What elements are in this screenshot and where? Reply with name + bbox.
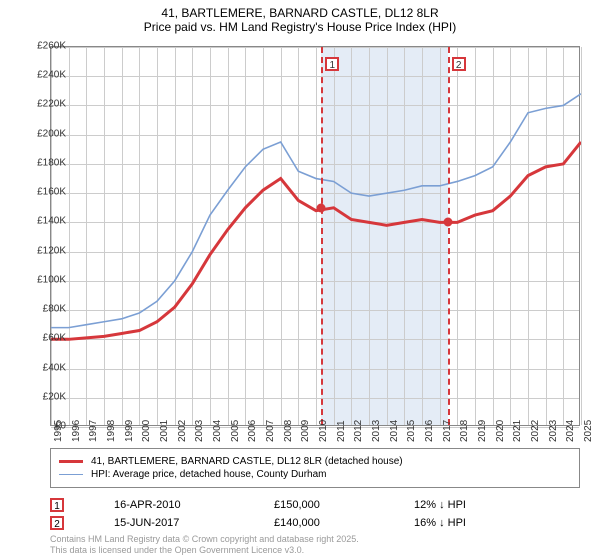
gridline-v [581, 47, 582, 425]
series-line [51, 142, 581, 339]
sale-delta: 12% ↓ HPI [414, 499, 466, 511]
sale-price: £140,000 [274, 517, 364, 529]
legend-swatch-property [59, 460, 83, 463]
xtick-label: 2022 [530, 420, 541, 442]
sales-block: 1 16-APR-2010 £150,000 12% ↓ HPI 2 15-JUN-201… [50, 494, 466, 534]
sale-price: £150,000 [274, 499, 364, 511]
chart-container: 41, BARTLEMERE, BARNARD CASTLE, DL12 8LR… [0, 0, 600, 560]
ytick-label: £220K [37, 99, 66, 110]
footer-line1: Contains HM Land Registry data © Crown c… [50, 534, 359, 545]
xtick-label: 2018 [459, 420, 470, 442]
xtick-label: 1996 [71, 420, 82, 442]
xtick-label: 1999 [124, 420, 135, 442]
ytick-label: £40K [43, 362, 66, 373]
ytick-label: £60K [43, 333, 66, 344]
xtick-label: 2010 [318, 420, 329, 442]
sale-marker-line [448, 47, 450, 425]
xtick-label: 2024 [565, 420, 576, 442]
xtick-label: 2017 [442, 420, 453, 442]
ytick-label: £120K [37, 245, 66, 256]
xtick-label: 2012 [353, 420, 364, 442]
xtick-label: 2005 [230, 420, 241, 442]
xtick-label: 2000 [141, 420, 152, 442]
xtick-label: 1998 [106, 420, 117, 442]
sale-index-box: 1 [50, 498, 64, 512]
xtick-label: 2019 [477, 420, 488, 442]
xtick-label: 2007 [265, 420, 276, 442]
sale-marker-box: 1 [325, 57, 339, 71]
xtick-label: 2001 [159, 420, 170, 442]
xtick-label: 2023 [548, 420, 559, 442]
sale-delta: 16% ↓ HPI [414, 517, 466, 529]
legend-label-property: 41, BARTLEMERE, BARNARD CASTLE, DL12 8LR… [91, 456, 403, 467]
ytick-label: £160K [37, 187, 66, 198]
sale-row: 2 15-JUN-2017 £140,000 16% ↓ HPI [50, 516, 466, 530]
xtick-label: 2020 [495, 420, 506, 442]
xtick-label: 2015 [406, 420, 417, 442]
xtick-label: 2009 [300, 420, 311, 442]
xtick-label: 2004 [212, 420, 223, 442]
sale-marker-dot [443, 218, 452, 227]
ytick-label: £200K [37, 128, 66, 139]
legend: 41, BARTLEMERE, BARNARD CASTLE, DL12 8LR… [50, 448, 580, 488]
ytick-label: £240K [37, 70, 66, 81]
xtick-label: 2013 [371, 420, 382, 442]
sale-marker-dot [317, 203, 326, 212]
ytick-label: £100K [37, 274, 66, 285]
xtick-label: 1995 [53, 420, 64, 442]
ytick-label: £80K [43, 304, 66, 315]
series-svg [51, 47, 581, 427]
sale-marker-box: 2 [452, 57, 466, 71]
legend-label-hpi: HPI: Average price, detached house, Coun… [91, 469, 327, 480]
sale-marker-line [321, 47, 323, 425]
chart-title: 41, BARTLEMERE, BARNARD CASTLE, DL12 8LR [0, 0, 600, 20]
sale-row: 1 16-APR-2010 £150,000 12% ↓ HPI [50, 498, 466, 512]
xtick-label: 2011 [336, 420, 347, 442]
sale-index-box: 2 [50, 516, 64, 530]
plot-area: 12 [50, 46, 580, 426]
xtick-label: 2025 [583, 420, 594, 442]
ytick-label: £140K [37, 216, 66, 227]
xtick-label: 1997 [88, 420, 99, 442]
sale-date: 15-JUN-2017 [114, 517, 224, 529]
footer: Contains HM Land Registry data © Crown c… [50, 534, 359, 556]
xtick-label: 2006 [247, 420, 258, 442]
xtick-label: 2021 [512, 420, 523, 442]
legend-row-property: 41, BARTLEMERE, BARNARD CASTLE, DL12 8LR… [59, 456, 571, 467]
ytick-label: £180K [37, 157, 66, 168]
ytick-label: £260K [37, 41, 66, 52]
xtick-label: 2014 [389, 420, 400, 442]
legend-swatch-hpi [59, 474, 83, 475]
legend-row-hpi: HPI: Average price, detached house, Coun… [59, 469, 571, 480]
chart-subtitle: Price paid vs. HM Land Registry's House … [0, 20, 600, 38]
footer-line2: This data is licensed under the Open Gov… [50, 545, 359, 556]
sale-date: 16-APR-2010 [114, 499, 224, 511]
xtick-label: 2016 [424, 420, 435, 442]
ytick-label: £20K [43, 391, 66, 402]
xtick-label: 2002 [177, 420, 188, 442]
xtick-label: 2008 [283, 420, 294, 442]
xtick-label: 2003 [194, 420, 205, 442]
